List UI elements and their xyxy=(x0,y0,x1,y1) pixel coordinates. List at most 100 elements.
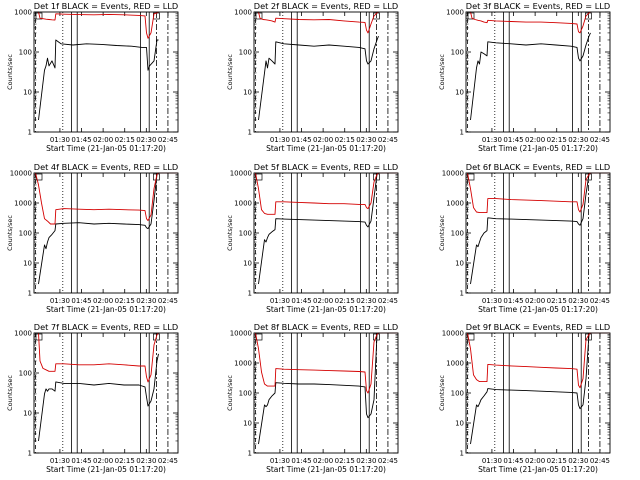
x-axis-label: Start Time (21-Jan-05 01:17:20) xyxy=(478,144,598,153)
series-lld-line xyxy=(470,11,591,34)
x-tick-label: 02:30 xyxy=(136,457,156,465)
x-tick-label: 01:45 xyxy=(291,457,311,465)
series-lld-line xyxy=(255,172,398,215)
y-tick-label: 10 xyxy=(243,420,252,428)
chart-panel-9: Det 9f BLACK = Events, RED = LLD Counts/s… xyxy=(438,322,611,474)
x-tick-label: 02:15 xyxy=(115,136,135,144)
x-tick-label: 02:00 xyxy=(93,136,113,144)
x-tick-label: 02:00 xyxy=(93,297,113,305)
y-axis-label: Counts/sec xyxy=(438,54,446,90)
chart-title: Det 8f BLACK = Events, RED = LLD xyxy=(254,322,398,332)
x-tick-label: 02:45 xyxy=(590,297,610,305)
y-tick-label: 1000 xyxy=(234,9,252,17)
chart-panel-7: Det 7f BLACK = Events, RED = LLD Counts/s… xyxy=(6,322,179,474)
y-axis-label: Counts/sec xyxy=(438,375,446,411)
x-tick-label: 02:45 xyxy=(378,457,398,465)
x-axis-label: Start Time (21-Jan-05 01:17:20) xyxy=(266,465,386,474)
x-tick-label: 01:45 xyxy=(291,136,311,144)
x-tick-label: 01:30 xyxy=(50,297,70,305)
x-axis-label: Start Time (21-Jan-05 01:17:20) xyxy=(478,465,598,474)
x-tick-label: 02:00 xyxy=(525,136,545,144)
x-tick-label: 02:30 xyxy=(568,297,588,305)
y-tick-label: 1 xyxy=(460,129,464,137)
chart-title: Det 4f BLACK = Events, RED = LLD xyxy=(34,162,178,172)
series-lld-line xyxy=(35,172,178,225)
x-tick-label: 02:45 xyxy=(378,136,398,144)
x-tick-label: 01:45 xyxy=(71,457,91,465)
plot-frame xyxy=(33,332,179,454)
y-tick-label: 100 xyxy=(239,49,252,57)
y-tick-label: 100 xyxy=(239,390,252,398)
y-tick-label: 100 xyxy=(19,370,32,378)
chart-panel-1: Det 1f BLACK = Events, RED = LLD Counts/s… xyxy=(6,1,179,153)
y-tick-label: 100 xyxy=(451,49,464,57)
y-axis-label: Counts/sec xyxy=(226,375,234,411)
series-events-line xyxy=(38,172,159,285)
series-lld-line xyxy=(38,332,159,383)
series-events-line xyxy=(258,332,379,445)
x-tick-label: 01:30 xyxy=(270,136,290,144)
x-axis-label: Start Time (21-Jan-05 01:17:20) xyxy=(46,144,166,153)
y-tick-label: 10 xyxy=(455,89,464,97)
y-tick-label: 10000 xyxy=(10,170,32,178)
y-tick-label: 1 xyxy=(248,450,252,458)
series-lld-line xyxy=(467,172,610,214)
x-tick-label: 02:30 xyxy=(356,297,376,305)
y-tick-label: 1 xyxy=(460,290,464,298)
x-tick-label: 02:15 xyxy=(335,297,355,305)
chart-title: Det 2f BLACK = Events, RED = LLD xyxy=(254,1,398,11)
series-events-line xyxy=(258,35,379,121)
x-tick-label: 02:00 xyxy=(93,457,113,465)
series-events-line xyxy=(38,353,159,442)
y-tick-label: 1 xyxy=(248,290,252,298)
chart-panel-4: Det 4f BLACK = Events, RED = LLD Counts/s… xyxy=(6,162,179,314)
x-tick-label: 01:45 xyxy=(71,136,91,144)
y-tick-label: 10000 xyxy=(230,170,252,178)
y-tick-label: 1 xyxy=(248,129,252,137)
x-tick-label: 01:45 xyxy=(503,297,523,305)
x-tick-label: 01:30 xyxy=(482,297,502,305)
x-tick-label: 02:15 xyxy=(115,297,135,305)
series-events-line xyxy=(470,172,591,285)
chart-panel-5: Det 5f BLACK = Events, RED = LLD Counts/s… xyxy=(226,162,399,314)
x-tick-label: 02:45 xyxy=(590,457,610,465)
x-tick-label: 02:30 xyxy=(568,136,588,144)
y-tick-label: 1000 xyxy=(14,330,32,338)
y-tick-label: 1 xyxy=(28,129,32,137)
y-tick-label: 1000 xyxy=(234,200,252,208)
y-axis-label: Counts/sec xyxy=(226,54,234,90)
x-tick-label: 01:45 xyxy=(503,457,523,465)
series-lld-line xyxy=(258,11,379,34)
y-tick-label: 10 xyxy=(23,89,32,97)
y-tick-label: 1000 xyxy=(234,360,252,368)
y-axis-label: Counts/sec xyxy=(6,215,14,251)
plot-frame xyxy=(253,172,399,294)
x-tick-label: 02:45 xyxy=(158,457,178,465)
y-tick-label: 100 xyxy=(239,230,252,238)
y-tick-label: 100 xyxy=(451,230,464,238)
series-lld-line xyxy=(467,332,610,389)
x-tick-label: 01:45 xyxy=(71,297,91,305)
x-tick-label: 02:30 xyxy=(568,457,588,465)
y-axis-label: Counts/sec xyxy=(6,54,14,90)
y-tick-label: 1 xyxy=(28,450,32,458)
y-tick-label: 100 xyxy=(19,49,32,57)
series-lld-line xyxy=(38,11,159,39)
x-tick-label: 01:45 xyxy=(291,297,311,305)
x-tick-label: 02:45 xyxy=(590,136,610,144)
y-axis-label: Counts/sec xyxy=(6,375,14,411)
x-tick-label: 02:15 xyxy=(335,136,355,144)
y-tick-label: 1 xyxy=(28,290,32,298)
series-events-line xyxy=(38,39,159,121)
x-tick-label: 02:15 xyxy=(335,457,355,465)
x-tick-label: 01:30 xyxy=(482,457,502,465)
chart-title: Det 7f BLACK = Events, RED = LLD xyxy=(34,322,178,332)
y-tick-label: 1000 xyxy=(446,200,464,208)
x-tick-label: 02:30 xyxy=(136,297,156,305)
y-tick-label: 10 xyxy=(455,420,464,428)
y-tick-label: 10000 xyxy=(230,330,252,338)
y-tick-label: 1 xyxy=(460,450,464,458)
chart-panel-2: Det 2f BLACK = Events, RED = LLD Counts/s… xyxy=(226,1,399,153)
x-tick-label: 02:30 xyxy=(356,457,376,465)
series-events-line xyxy=(258,172,379,285)
